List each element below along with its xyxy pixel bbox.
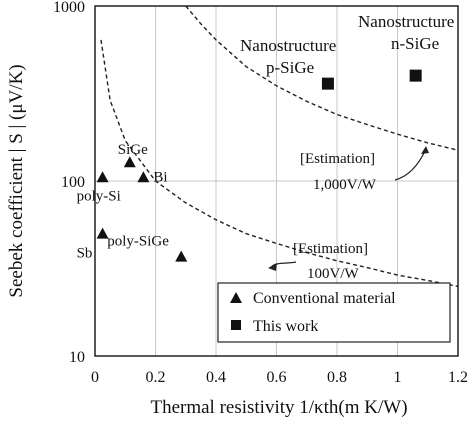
x-tick-label: 0.2 [146,369,166,386]
estimation-curve-1000 [185,5,459,151]
annotation-p-sige-line2: p-SiGe [266,58,314,77]
point-bi [137,171,150,183]
arrow-head-est-1000 [421,146,429,154]
annotation-est-1000-line2: 1,000V/W [313,177,377,193]
point-poly-sige [175,250,188,262]
point-label-sige: SiGe [118,142,148,158]
data-points [96,69,422,262]
point-sb [96,227,109,239]
annotation-est-100-line2: 100V/W [307,266,360,282]
arrow-head-est-100 [268,263,277,271]
annotation-est-1000-line1: [Estimation] [300,151,375,167]
plot-frame [94,5,459,357]
point-label-sb: Sb [77,246,93,262]
estimation-curve-100 [100,39,459,288]
estimation-curves [100,5,459,288]
point-nanostructure-n-sige [409,69,422,82]
tick-labels: 0 0.2 0.4 0.6 0.8 1 1.2 10 100 1000 [53,0,468,386]
x-tick-label: 0.8 [327,369,347,386]
point-nanostructure-p-sige [321,77,334,90]
legend-label-conventional: Conventional material [253,290,396,307]
y-tick-label: 1000 [53,0,85,16]
y-tick-label: 10 [69,349,85,366]
x-tick-label: 0 [91,369,99,386]
x-tick-label: 0.4 [206,369,226,386]
point-label-poly-si: poly-Si [77,188,121,204]
legend: Conventional material This work [217,282,451,343]
x-tick-label: 1.2 [448,369,468,386]
point-sige [123,156,136,168]
annotation-p-sige-line1: Nanostructure [240,36,336,55]
annotation-est-100-line1: [Estimation] [293,241,368,257]
y-axis-title: Seebek coefficient | S | (μV/K) [6,64,27,297]
point-labels: SiGe poly-Si Bi Sb poly-SiGe [77,142,170,261]
annotation-n-sige-line1: Nanostructure [358,12,454,31]
x-tick-label: 1 [394,369,402,386]
point-label-bi: Bi [153,169,167,185]
annotation-n-sige-line2: n-SiGe [391,34,439,53]
legend-square-marker [231,320,241,330]
point-label-poly-sige: poly-SiGe [107,234,169,250]
legend-label-this-work: This work [253,318,318,335]
x-axis-title: Thermal resistivity 1/κth(m K/W) [150,397,407,418]
point-poly-si [96,171,109,183]
x-tick-label: 0.6 [267,369,287,386]
y-tick-label: 100 [61,174,85,191]
legend-box [217,282,451,343]
legend-triangle-marker [230,292,242,303]
